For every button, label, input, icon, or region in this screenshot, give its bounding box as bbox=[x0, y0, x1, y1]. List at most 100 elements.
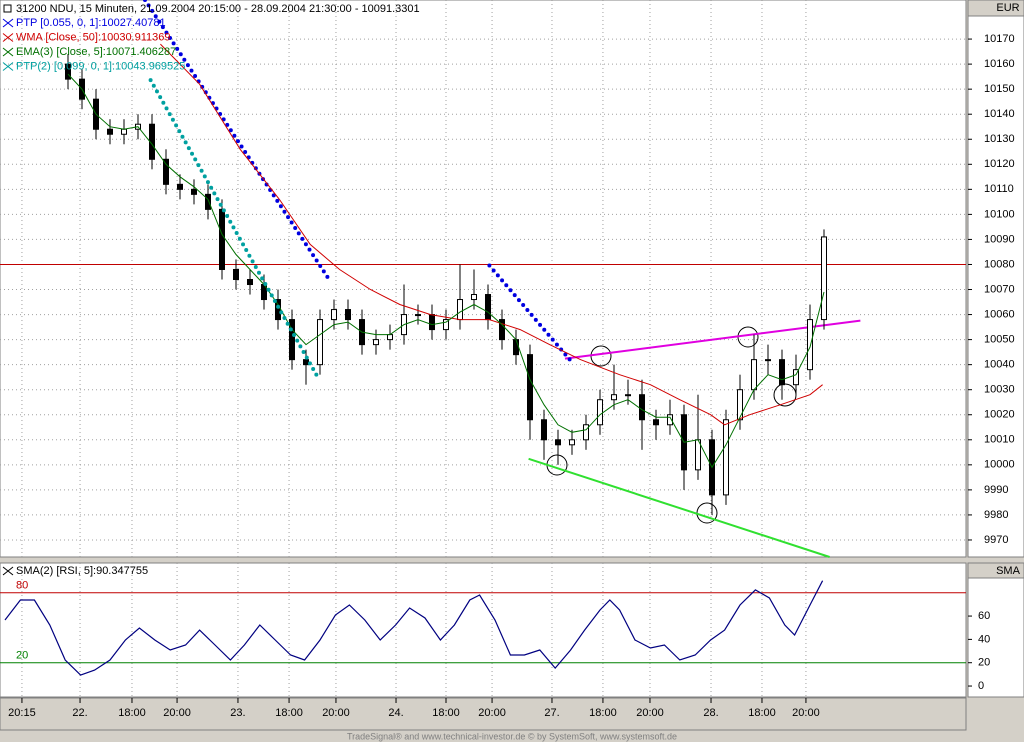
x-tick-label: 27. bbox=[544, 707, 559, 719]
y-tick-label: 0 bbox=[978, 680, 984, 692]
x-axis bbox=[0, 697, 967, 731]
trend-line bbox=[528, 457, 830, 558]
candle-body bbox=[386, 334, 393, 341]
x-tick-label: 18:00 bbox=[432, 707, 460, 719]
candle-body bbox=[162, 158, 169, 185]
x-tick-label: 20:15 bbox=[8, 707, 36, 719]
chart-title: 31200 NDU, 15 Minuten, 21.09.2004 20:15:… bbox=[16, 3, 420, 15]
indicator-plot bbox=[0, 562, 967, 698]
candle-body bbox=[764, 359, 771, 362]
y-tick-label: 10090 bbox=[984, 233, 1015, 245]
candle-body bbox=[750, 359, 757, 391]
y-tick-label: 40 bbox=[978, 633, 990, 645]
candle-body bbox=[568, 439, 575, 446]
y-tick-label: 10130 bbox=[984, 133, 1015, 145]
candle-body bbox=[232, 268, 239, 281]
y-tick-label: 10060 bbox=[984, 308, 1015, 320]
y-tick-label: 10100 bbox=[984, 208, 1015, 220]
candle-body bbox=[484, 294, 491, 321]
y-tick-label: 9980 bbox=[984, 509, 1008, 521]
indicator-line bbox=[4, 580, 824, 676]
y-tick-label: 10050 bbox=[984, 334, 1015, 346]
level-label: 80 bbox=[16, 580, 28, 592]
indicator-title: SMA(2) [RSI, 5]:90.347755 bbox=[16, 565, 148, 577]
candle-body bbox=[120, 128, 127, 135]
candle-body bbox=[652, 419, 659, 426]
candle-body bbox=[666, 414, 673, 426]
indicator-unit: SMA bbox=[996, 565, 1021, 577]
candle-body bbox=[456, 299, 463, 321]
candle-body bbox=[638, 394, 645, 421]
legend-entry: EMA(3) [Close, 5]:10071.406287 bbox=[16, 46, 176, 58]
candle-body bbox=[722, 419, 729, 496]
y-tick-label: 10140 bbox=[984, 108, 1015, 120]
candle-body bbox=[330, 309, 337, 321]
x-tick-label: 18:00 bbox=[748, 707, 776, 719]
candle-body bbox=[64, 63, 71, 80]
legend-icon bbox=[2, 47, 14, 57]
candle-body bbox=[526, 354, 533, 421]
y-tick-label: 10070 bbox=[984, 283, 1015, 295]
y-tick-label: 60 bbox=[978, 610, 990, 622]
legend-icon bbox=[2, 566, 14, 576]
x-tick-label: 28. bbox=[703, 707, 718, 719]
y-tick-label: 10040 bbox=[984, 359, 1015, 371]
y-tick-label: 20 bbox=[978, 657, 990, 669]
y-tick-label: 10170 bbox=[984, 33, 1015, 45]
candle-body bbox=[414, 314, 421, 317]
x-tick-label: 20:00 bbox=[478, 707, 506, 719]
x-tick-label: 20:00 bbox=[792, 707, 820, 719]
y-tick-label: 10150 bbox=[984, 83, 1015, 95]
y-tick-label: 10000 bbox=[984, 459, 1015, 471]
legend-icon bbox=[3, 4, 12, 13]
y-tick-label: 10010 bbox=[984, 434, 1015, 446]
candle-body bbox=[610, 394, 617, 401]
candle-body bbox=[246, 279, 253, 286]
unit-box bbox=[967, 0, 1024, 17]
unit-box bbox=[967, 562, 1024, 579]
line bbox=[160, 43, 823, 426]
y-tick-label: 10110 bbox=[984, 183, 1014, 195]
circle-annotation bbox=[773, 383, 797, 407]
candle-body bbox=[792, 369, 799, 386]
candle-body bbox=[736, 389, 743, 421]
candle-body bbox=[190, 188, 197, 195]
candle-body bbox=[302, 359, 309, 366]
candle-body bbox=[540, 419, 547, 441]
candle-body bbox=[204, 193, 211, 210]
y-tick-label: 9990 bbox=[984, 484, 1008, 496]
main-plot bbox=[0, 0, 967, 558]
candle-body bbox=[624, 394, 631, 397]
candle-body bbox=[442, 319, 449, 331]
x-tick-label: 20:00 bbox=[636, 707, 664, 719]
legend-icon bbox=[2, 33, 14, 42]
line bbox=[67, 73, 825, 469]
y-tick-label: 10160 bbox=[984, 58, 1015, 70]
legend-icon bbox=[2, 18, 14, 28]
candle-body bbox=[428, 314, 435, 331]
candle-body bbox=[218, 208, 225, 270]
candle-body bbox=[806, 319, 813, 371]
candle-body bbox=[512, 339, 519, 356]
x-tick-label: 22. bbox=[72, 707, 87, 719]
indicator-y-axis bbox=[967, 562, 1024, 698]
x-tick-label: 18:00 bbox=[589, 707, 617, 719]
y-tick-label: 9970 bbox=[984, 534, 1008, 546]
x-tick-label: 18:00 bbox=[118, 707, 146, 719]
y-tick-label: 10030 bbox=[984, 384, 1015, 396]
x-tick-label: 24. bbox=[388, 707, 403, 719]
candle-body bbox=[778, 359, 785, 386]
candle-body bbox=[820, 236, 827, 321]
candle-body bbox=[554, 439, 561, 446]
y-tick-label: 10020 bbox=[984, 409, 1015, 421]
candle-body bbox=[344, 309, 351, 321]
candle-body bbox=[316, 319, 323, 366]
candle-body bbox=[106, 128, 113, 135]
candle-body bbox=[498, 319, 505, 341]
legend-entry: WMA [Close, 50]:10030.911369 bbox=[16, 31, 171, 43]
candle-body bbox=[596, 399, 603, 426]
y-tick-label: 10120 bbox=[984, 158, 1015, 170]
candle-body bbox=[288, 319, 295, 361]
x-tick-label: 23. bbox=[230, 707, 245, 719]
